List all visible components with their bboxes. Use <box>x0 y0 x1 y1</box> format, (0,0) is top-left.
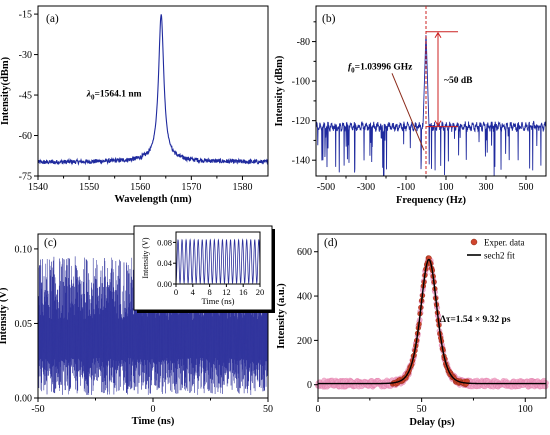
panel-d-y-tick-label: 200 <box>297 336 312 347</box>
panel-c-panel-label: (c) <box>44 237 57 249</box>
panel-b-x-tick-label: 100 <box>439 182 454 193</box>
panel-a-y-tick-label: -30 <box>19 50 32 61</box>
panel-b-y-axis-label: Intensity (dBm) <box>274 55 285 126</box>
panel-c-inset-x-tick-label: 8 <box>207 287 211 297</box>
panel-b-spectrum-line <box>316 35 546 176</box>
panel-b-y-tick-label: -120 <box>292 116 310 127</box>
panel-b-x-tick-label: -300 <box>357 182 375 193</box>
panel-c-inset-x-tick-label: 16 <box>239 287 248 297</box>
panel-b-annotation-value: =1.03996 GHz <box>355 62 413 72</box>
panel-d-panel-label: (d) <box>324 237 338 249</box>
panel-c-inset-x-axis-label: Time (ns) <box>202 296 235 306</box>
panel-b-x-tick-label: 500 <box>519 182 534 193</box>
panel-b-plot-frame <box>315 5 547 177</box>
panel-c-y-tick-label: 0.05 <box>15 319 33 330</box>
panel-d-plot-frame <box>317 233 547 399</box>
panel-c-inset-frame <box>175 231 261 285</box>
panel-c-inset-pulse-line <box>175 238 261 285</box>
panel-c-inset-background <box>133 225 273 311</box>
panel-c-x-tick-label: 50 <box>263 404 273 415</box>
panel-a-x-tick-label: 1580 <box>232 182 252 193</box>
panel-a-x-tick-label: 1560 <box>130 182 150 193</box>
panel-d-x-axis-label: Delay (ps) <box>409 417 455 428</box>
panel-b-snr-arrowhead-up <box>434 31 442 38</box>
panel-b-y-tick-label: -100 <box>292 77 310 88</box>
panel-c-x-tick-label: -50 <box>31 404 44 415</box>
panel-a-y-tick-label: -15 <box>19 10 32 21</box>
panel-c-inset-y-tick-label: 0.04 <box>157 258 173 268</box>
panel-c-x-axis-label: Time (ns) <box>132 416 175 427</box>
panel-d: 0 50 100 0 200 400 600 Delay (ps) Intensity (a.u… <box>276 233 549 428</box>
panel-d-y-tick-label: 600 <box>297 247 312 258</box>
panel-b-x-tick-label: -500 <box>317 182 335 193</box>
panel-c-inset-shadow-bottom <box>137 310 272 313</box>
panel-b: -500 -300 -100 100 300 500 -80 -100 -120 -140 Freq… <box>274 5 547 206</box>
panel-d-experimental-points <box>315 255 549 390</box>
panel-c-y-axis-label: Intensity (V) <box>0 287 9 344</box>
panel-b-annotation-subscript: 0 <box>351 66 355 74</box>
panel-d-y-tick-label: 0 <box>307 380 312 391</box>
panel-b-x-tick-label: 300 <box>479 182 494 193</box>
panel-c-inset-y-tick-label: 0.00 <box>157 279 172 289</box>
panel-c-inset-x-tick-label: 20 <box>256 287 265 297</box>
panel-a-spectrum-line <box>38 14 268 166</box>
panel-c-inset-x-tick-label: 0 <box>174 287 178 297</box>
panel-c-inset-shadow-right <box>272 229 275 313</box>
panel-b-x-tick-label: -100 <box>397 182 415 193</box>
panel-a-panel-label: (a) <box>46 13 59 25</box>
panel-a-x-axis-label: Wavelength (nm) <box>114 194 192 205</box>
panel-c-x-tick-label: 0 <box>151 404 156 415</box>
panel-a-x-tick-label: 1570 <box>181 182 201 193</box>
panel-b-panel-label: (b) <box>322 13 336 25</box>
panel-c-y-tick-label: 0.00 <box>15 394 33 405</box>
panel-a-annotation-subscript: 0 <box>91 94 95 102</box>
panel-a-y-tick-label: -75 <box>19 172 32 183</box>
panel-a-annotation-lambda: λ <box>86 90 91 100</box>
panel-d-legend-marker-exper <box>470 238 478 246</box>
panel-b-y-tick-label: -140 <box>292 156 310 167</box>
panel-a-x-tick-label: 1550 <box>79 182 99 193</box>
panel-d-y-axis-label: Intensity (a.u.) <box>276 283 287 349</box>
panel-d-x-tick-label: 50 <box>417 404 427 415</box>
panel-c: -50 0 50 0.00 0.05 0.10 Time (ns) Intensity (V)… <box>0 225 275 427</box>
panel-b-annotation-leader-line <box>391 73 425 151</box>
panel-b-snr-annotation: ~50 dB <box>444 76 473 86</box>
panel-d-x-tick-label: 0 <box>316 404 321 415</box>
panel-a-peak-annotation: λ0=1564.1 nm <box>86 90 142 102</box>
panel-d-legend-label-exper: Exper. data <box>484 238 524 248</box>
panel-c-inset-y-tick-label: 0.08 <box>157 237 172 247</box>
panel-d-y-tick-label: 400 <box>297 292 312 303</box>
panel-a-y-axis-label: Intensity(dBm) <box>0 56 11 125</box>
panel-a-y-tick-label: -60 <box>19 131 32 142</box>
panel-d-legend-label-fit: sech2 fit <box>484 251 515 261</box>
panel-c-y-tick-label: 0.10 <box>15 244 33 255</box>
panel-b-frequency-annotation: f0=1.03996 GHz <box>348 62 413 74</box>
panel-a-x-tick-label: 1540 <box>28 182 48 193</box>
panel-b-x-axis-label: Frequency (Hz) <box>396 195 467 206</box>
panel-c-inset-x-tick-label: 12 <box>222 287 231 297</box>
panel-d-x-tick-label: 100 <box>518 404 533 415</box>
panel-a: 1540 1550 1560 1570 1580 -15 -30 -45 -60 -75 Wavel… <box>0 5 269 205</box>
panel-c-inset-y-axis-label: Intensity (V) <box>141 237 150 278</box>
panel-b-snr-arrowhead-down <box>434 120 442 127</box>
panel-b-annotation-f: f <box>348 62 352 72</box>
panel-a-y-tick-label: -45 <box>19 91 32 102</box>
panel-a-annotation-value: =1564.1 nm <box>94 90 141 100</box>
panel-d-sech2-fit-line <box>318 258 546 385</box>
panel-d-width-annotation: Δτ=1.54 × 9.32 ps <box>440 315 511 325</box>
panel-b-y-tick-label: -80 <box>297 37 310 48</box>
panel-c-inset-x-tick-label: 4 <box>191 287 196 297</box>
panel-c-inset: 0 4 8 12 16 20 0.00 0.04 0.08 Time (ns) Intensity … <box>133 225 275 313</box>
panel-a-plot-frame <box>37 5 269 177</box>
